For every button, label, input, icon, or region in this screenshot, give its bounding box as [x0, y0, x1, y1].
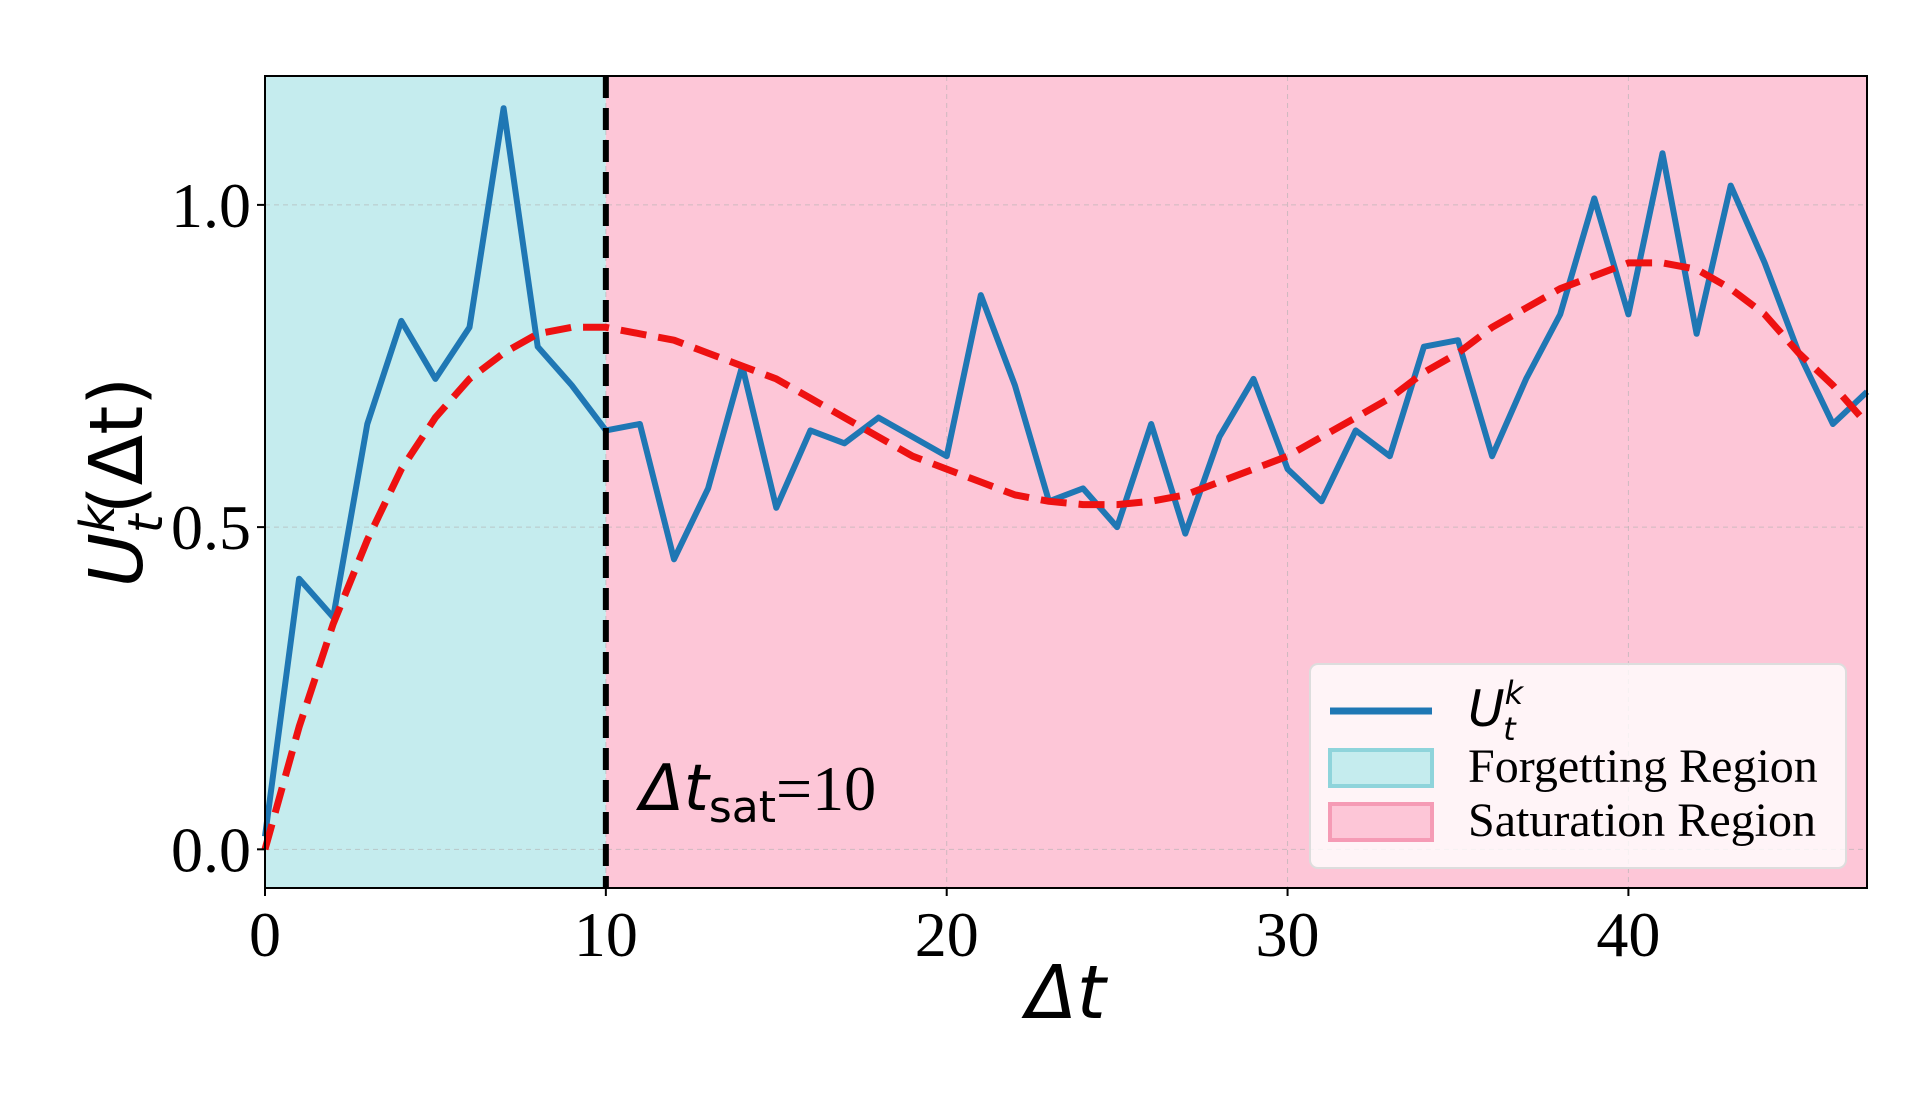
legend-label-saturation-region: Saturation Region	[1468, 794, 1816, 847]
plot-frame	[264, 75, 1868, 889]
series-line-fit	[261, 259, 1870, 851]
legend-label-forgetting-region: Forgetting Region	[1468, 740, 1818, 793]
y-axis-label-text: Ukt(Δt)	[70, 377, 174, 587]
y-axis-label: Ukt(Δt)	[70, 377, 174, 587]
region-forgetting-region	[265, 76, 606, 888]
x-tick-label: 40	[1596, 899, 1660, 970]
x-tick-label: 0	[249, 899, 281, 970]
legend-label-utk: Uk t	[1468, 674, 1525, 748]
series-line-utk	[262, 105, 1870, 837]
x-axis-ticks: 0 10 20 30 40	[249, 888, 1660, 970]
series-lines	[261, 105, 1870, 851]
annotation-text: Δtsat=10	[635, 752, 876, 833]
legend-patch-forgetting-region	[1328, 748, 1434, 788]
y-tick-label: 1.0	[171, 170, 251, 241]
y-axis-ticks: 0.0 0.5 1.0	[171, 170, 265, 885]
y-tick-label: 0.5	[171, 492, 251, 563]
x-tick-label: 20	[915, 899, 979, 970]
saturation-annotation: Δtsat=10	[635, 752, 876, 833]
legend-box	[1309, 663, 1847, 869]
x-axis-label: Δt	[1021, 950, 1109, 1036]
y-tick-label: 0.0	[171, 814, 251, 885]
x-tick-label: 30	[1256, 899, 1320, 970]
x-tick-label: 10	[574, 899, 638, 970]
legend-patch-saturation-region	[1328, 802, 1434, 842]
